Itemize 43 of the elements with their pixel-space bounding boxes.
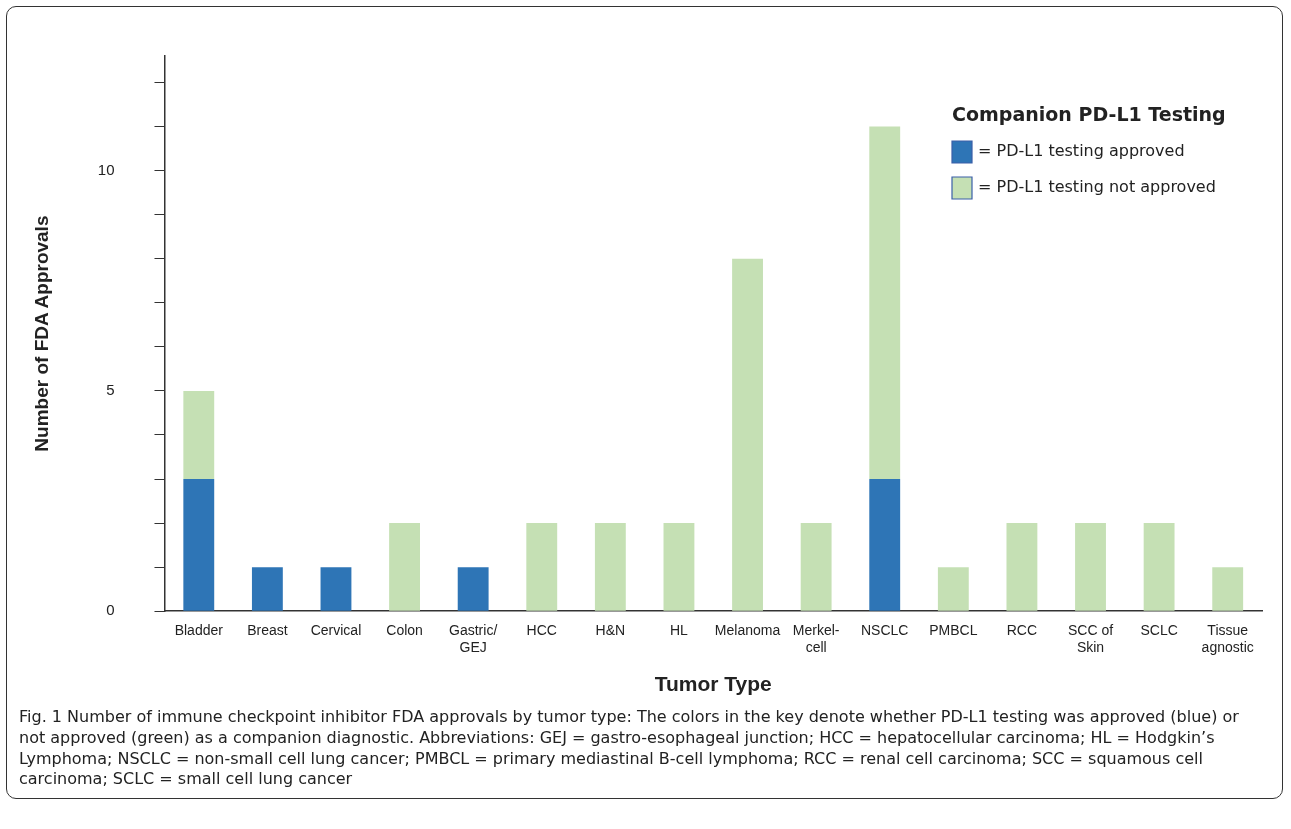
- x-tick-label: Cervical: [310, 622, 362, 639]
- x-tick-label: Gastric/GEJ: [449, 622, 498, 656]
- bar: [732, 258, 763, 611]
- x-tick-label: PMBCL: [929, 622, 978, 639]
- bar: [320, 567, 352, 611]
- x-tick-label: RCC: [1006, 622, 1038, 639]
- legend-label: = PD-L1 testing not approved: [978, 177, 1216, 197]
- x-tick-label: Breast: [247, 622, 288, 639]
- caption: Fig. 1 Number of immune checkpoint inhibitor FDA approvals by tumor type: The colors in the key denote whether PD-L1 testing was approved (blue) or not approved (green) as a companion diagnostic. Abbreviations: GEJ = gastro-esophageal junction; HCC = hepatocellular carcinoma; HL = Hodgkin’s Lymphoma; NSCLC = non-small cell lung cancer; PMBCL = primary mediastinal B-cell lymphoma; RCC = renal cell carcinoma; SCC = squamous cell carcinoma; SCLC = small cell lung cancer: [19, 707, 1240, 791]
- y-tick-label: 5: [106, 381, 115, 399]
- x-tick-label: H&N: [595, 622, 626, 639]
- bar: [800, 523, 832, 611]
- legend-label: = PD-L1 testing approved: [978, 141, 1185, 161]
- x-tick-label: Tissue agnostic: [1201, 622, 1254, 656]
- legend-title: Companion PD-L1 Testing: [952, 102, 1226, 125]
- bar: [1006, 523, 1038, 611]
- x-tick-label: NSCLC: [860, 622, 909, 639]
- x-tick-label: Colon: [386, 622, 423, 639]
- bar: [251, 567, 283, 611]
- bar: [663, 523, 695, 611]
- bar: [869, 126, 901, 480]
- bar: [937, 567, 969, 611]
- x-tick-label: Bladder: [174, 622, 224, 639]
- x-tick-label: SCLC: [1140, 622, 1178, 639]
- y-tick-label: 0: [106, 601, 115, 619]
- x-tick-label: Merkel-cell: [792, 622, 840, 656]
- y-axis-title: Number of FDA Approvals: [30, 215, 52, 452]
- bar: [183, 390, 215, 480]
- x-tick-label: SCC of Skin: [1067, 622, 1114, 656]
- x-tick-label: Melanoma: [714, 622, 781, 639]
- x-tick-label: HCC: [526, 622, 557, 639]
- x-axis-title: Tumor Type: [654, 672, 772, 696]
- bar: [457, 567, 489, 611]
- bar: [526, 523, 558, 611]
- bar: [389, 523, 420, 611]
- bar: [869, 479, 901, 611]
- bar: [1143, 523, 1175, 611]
- bar: [594, 523, 626, 611]
- bar: [1212, 567, 1244, 611]
- y-tick-label: 10: [97, 160, 115, 178]
- bar: [183, 479, 215, 611]
- x-tick-label: HL: [669, 622, 689, 639]
- bar: [1075, 523, 1106, 611]
